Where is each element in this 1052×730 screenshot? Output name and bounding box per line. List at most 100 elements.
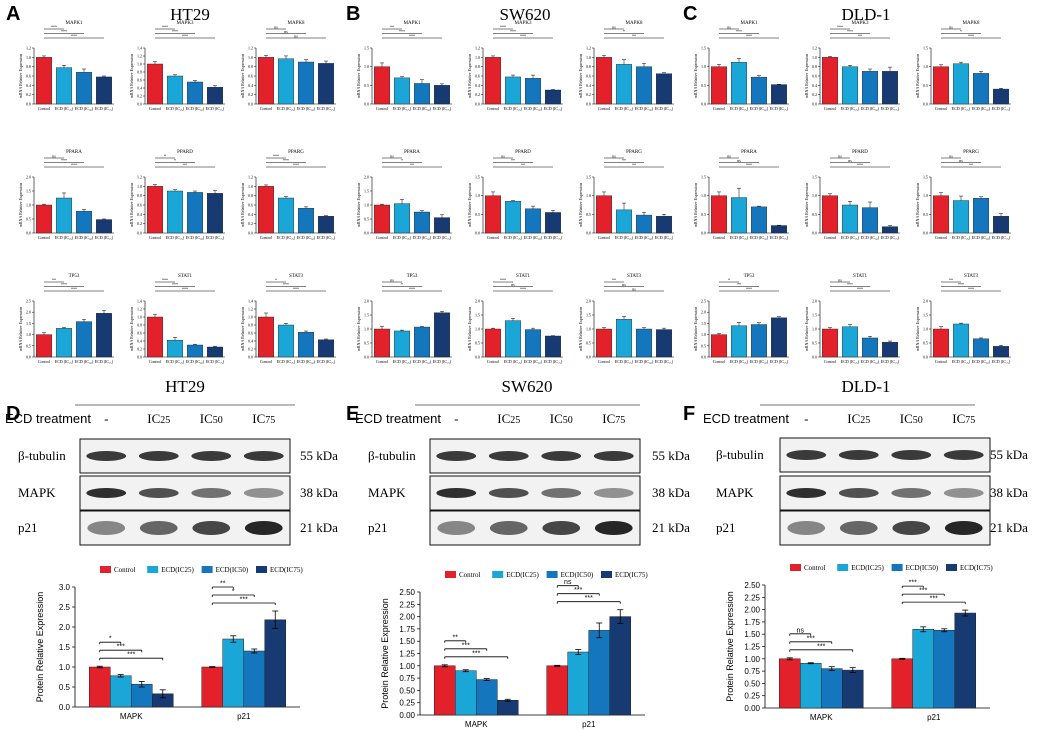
y-tick-label: 1.0 (701, 193, 706, 198)
x-tick-label: MAPK (120, 712, 143, 721)
y-tick-label: 1.5 (475, 313, 480, 318)
bar (243, 650, 265, 708)
sig-label: *** (409, 286, 415, 291)
y-tick-label: 0.2 (248, 347, 253, 352)
bar (414, 211, 431, 234)
bar (298, 208, 315, 234)
y-tick-label: 1.00 (399, 662, 415, 671)
x-tick-label: ECD (IC₅₀) (75, 235, 94, 240)
protein-label: p21 (716, 520, 736, 535)
x-tick-label: ECD (IC₇₅) (992, 359, 1011, 364)
x-tick-label: ECD (IC₅₀) (861, 359, 880, 364)
y-tick-label: 1.2 (137, 307, 142, 312)
bar (222, 638, 244, 708)
blot-band (138, 451, 179, 461)
bar (394, 203, 411, 234)
kda-label: 38 kDa (652, 485, 690, 500)
sig-label: ns (612, 153, 616, 158)
x-tick-label: Control (487, 235, 500, 240)
x-tick-label: ECD (IC₂₅) (615, 106, 634, 111)
x-tick-label: ECD (IC₇₅) (433, 359, 452, 364)
x-tick-label: ECD (IC₅₀) (413, 359, 432, 364)
x-tick-label: ECD (IC₅₀) (524, 235, 543, 240)
title-sw620-mrna: SW620 (500, 5, 551, 24)
sig-label: *** (968, 286, 974, 291)
y-tick-label: 1.0 (59, 663, 71, 672)
y-tick-label: 0.4 (137, 339, 142, 344)
blot-band (191, 488, 232, 498)
bar (186, 344, 203, 358)
sig-label: * (109, 636, 112, 643)
legend-swatch (147, 566, 159, 573)
y-tick-label: 2.0 (59, 623, 71, 632)
bar (485, 57, 502, 105)
x-tick-label: MAPK (810, 713, 833, 722)
sig-label: *** (930, 596, 938, 603)
title-dld1-mrna: DLD-1 (841, 5, 890, 24)
mrna-chart-title: STAT3 (627, 274, 642, 279)
y-tick-label: 0.5 (701, 212, 706, 217)
y-axis-label: mRNA Relative Expression (467, 183, 472, 227)
y-tick-label: 0.0 (923, 102, 928, 107)
y-tick-label: 1.2 (137, 54, 142, 59)
x-tick-label: ECD (IC₇₅) (881, 106, 900, 111)
y-tick-label: 1.0 (248, 184, 253, 189)
y-tick-label: 2.00 (399, 613, 415, 622)
protein-label: β-tubulin (368, 448, 416, 463)
blot-band (139, 521, 178, 535)
sig-label: *** (399, 29, 405, 34)
sig-label: ** (949, 277, 953, 282)
sig-label: * (401, 282, 403, 287)
y-tick-label: 1.4 (137, 299, 142, 304)
title-sw620-western: SW620 (502, 377, 553, 396)
bar (842, 669, 864, 709)
x-tick-label: ECD (IC₂₅) (277, 235, 296, 240)
y-tick-label: 1.5 (923, 313, 928, 318)
y-tick-label: 0.2 (812, 92, 817, 97)
bar (822, 195, 839, 234)
western-blot-1: ECD treatment - IC25 IC50 IC75 β-tubulin 55 kD… (355, 411, 690, 546)
x-tick-label: Control (38, 106, 51, 111)
sig-label: ns (797, 627, 805, 634)
sig-label: ns (727, 153, 731, 158)
x-tick-label: ECD (IC₇₅) (992, 106, 1011, 111)
x-tick-label: ECD (IC₅₀) (186, 106, 205, 111)
sig-label: * (174, 158, 176, 163)
blot-band (86, 451, 127, 461)
blot-band (436, 451, 477, 461)
western-blot-2: ECD treatment - IC25 IC50 IC75 β-tubulin 55 kD… (703, 411, 1028, 546)
y-tick-label: 0.5 (475, 212, 480, 217)
sig-label: * (728, 277, 730, 282)
sig-label: ns (848, 158, 852, 163)
blot-band (891, 450, 932, 460)
mrna-chart-title: MAPK8 (963, 21, 980, 26)
blot-band (488, 451, 529, 461)
bar (993, 88, 1010, 105)
sig-label: *** (919, 588, 927, 595)
kda-label: 55 kDa (652, 448, 690, 463)
y-tick-label: 0.5 (812, 341, 817, 346)
x-tick-label: Control (38, 359, 51, 364)
y-tick-label: 1.2 (137, 175, 142, 180)
y-tick-label: 0.5 (701, 83, 706, 88)
sig-label: ns (294, 33, 298, 38)
x-tick-label: MAPK (465, 720, 488, 729)
x-tick-label: ECD (IC₇₅) (881, 359, 900, 364)
sig-label: ** (858, 33, 862, 38)
y-tick-label: 1.5 (701, 175, 706, 180)
y-axis-label: mRNA Relative Expression (356, 307, 361, 351)
sig-label: * (275, 277, 277, 282)
mrna-chart-title: MAPK3 (177, 21, 194, 26)
y-tick-label: 1.25 (399, 650, 415, 659)
bar (146, 186, 163, 234)
y-tick-label: 0.0 (364, 102, 369, 107)
sig-label: ** (220, 581, 226, 588)
blot-band (943, 488, 984, 498)
panel-letter-c: C (683, 3, 697, 25)
sig-label: ns (737, 158, 741, 163)
